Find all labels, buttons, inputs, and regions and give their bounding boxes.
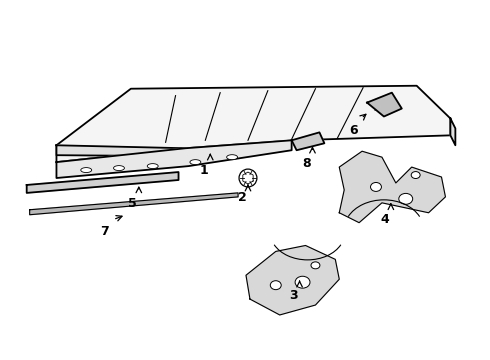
Text: 3: 3 [289,289,298,302]
Polygon shape [56,140,292,178]
Polygon shape [367,93,402,117]
Text: 4: 4 [381,213,389,226]
Ellipse shape [370,183,381,192]
Polygon shape [339,151,445,223]
Ellipse shape [399,193,413,204]
Ellipse shape [295,276,310,288]
Ellipse shape [81,168,92,172]
Text: 2: 2 [238,192,246,204]
Text: 5: 5 [128,197,137,210]
Ellipse shape [190,159,201,165]
Circle shape [239,169,257,187]
Ellipse shape [227,155,238,159]
Ellipse shape [114,166,124,171]
Ellipse shape [311,262,320,269]
Text: 7: 7 [100,225,108,238]
Text: 8: 8 [302,157,311,170]
Polygon shape [292,132,324,150]
Text: 1: 1 [200,163,209,176]
Text: 6: 6 [349,124,358,137]
Ellipse shape [270,281,281,290]
Polygon shape [56,145,185,156]
Ellipse shape [411,172,420,179]
Polygon shape [56,86,450,162]
Polygon shape [246,246,339,315]
Polygon shape [30,193,238,215]
Polygon shape [450,118,455,145]
Ellipse shape [147,164,158,168]
Polygon shape [26,172,178,193]
